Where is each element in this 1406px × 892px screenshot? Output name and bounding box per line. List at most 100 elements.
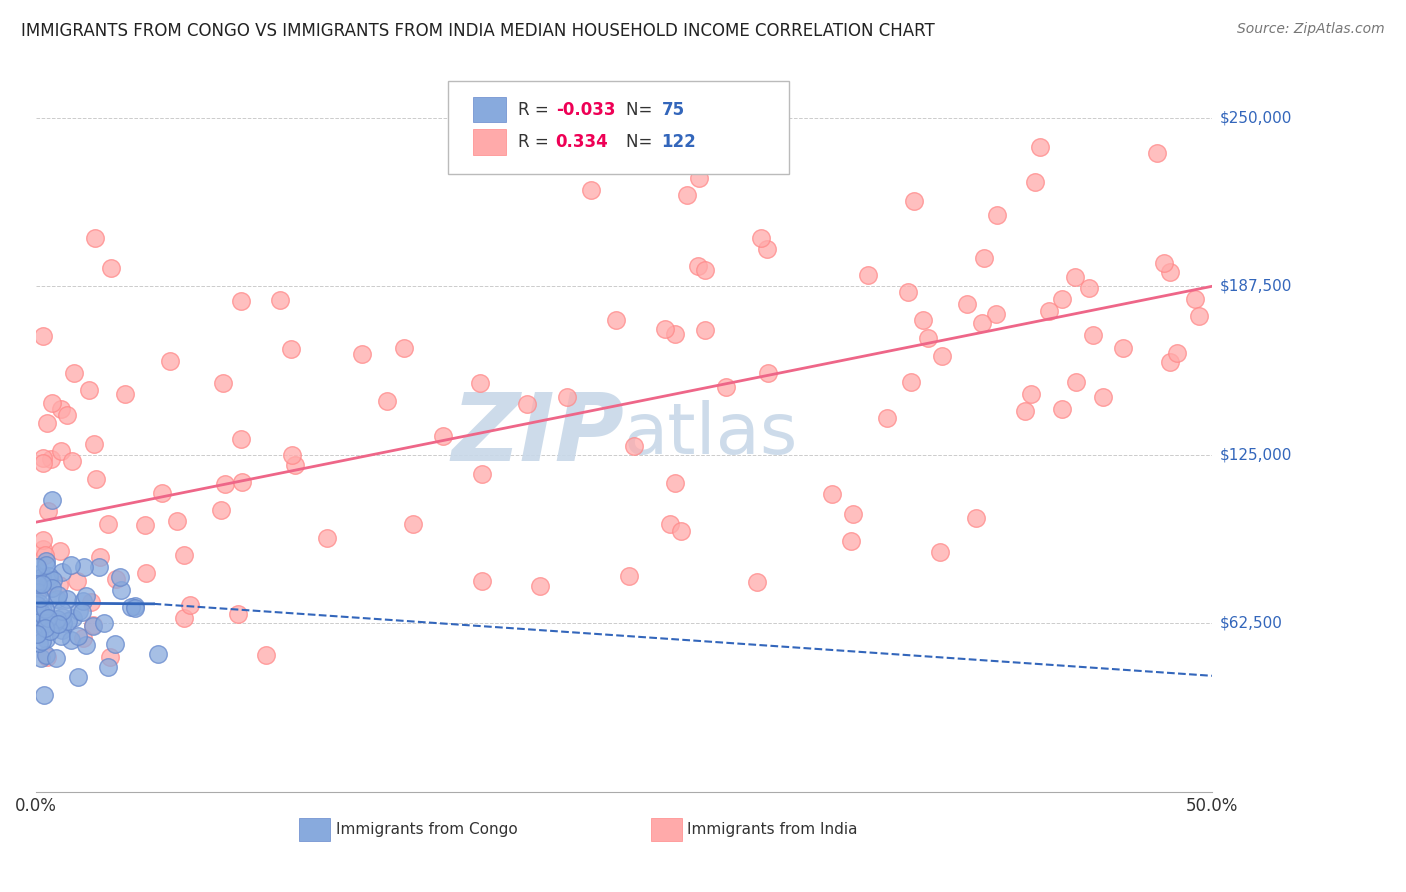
Point xyxy=(32,451,55,466)
Point xyxy=(104,572,127,586)
Point xyxy=(917,331,939,345)
Text: Immigrants from Congo: Immigrants from Congo xyxy=(336,822,517,837)
Point xyxy=(1038,303,1060,318)
Text: R =: R = xyxy=(517,133,554,151)
Point xyxy=(51,565,73,579)
Point xyxy=(32,533,55,547)
Point xyxy=(51,624,73,638)
Point xyxy=(75,639,97,653)
Point xyxy=(280,342,302,356)
Point xyxy=(973,251,995,265)
Point xyxy=(931,349,953,363)
Point xyxy=(72,631,94,645)
Point xyxy=(93,615,115,630)
Point xyxy=(55,592,77,607)
Point xyxy=(1184,293,1206,307)
Point xyxy=(51,610,73,624)
Point xyxy=(75,590,97,604)
Point xyxy=(66,629,89,643)
Point xyxy=(37,649,59,664)
Point xyxy=(32,541,55,556)
Point xyxy=(80,595,103,609)
Point xyxy=(984,307,1007,321)
Point xyxy=(821,486,844,500)
Point xyxy=(56,409,79,423)
Point xyxy=(159,354,181,368)
Point xyxy=(756,366,779,380)
Point xyxy=(30,604,52,618)
Point xyxy=(1078,281,1101,295)
Point xyxy=(228,607,250,622)
Point xyxy=(1019,387,1042,401)
Point xyxy=(124,599,146,613)
Point xyxy=(82,618,104,632)
Point xyxy=(31,619,53,633)
Point xyxy=(209,502,232,516)
Point xyxy=(59,632,82,647)
Point xyxy=(315,531,337,545)
Point xyxy=(876,410,898,425)
Point xyxy=(124,601,146,615)
Text: $187,500: $187,500 xyxy=(1220,279,1292,293)
Point xyxy=(82,618,104,632)
Point xyxy=(839,534,862,549)
Point xyxy=(96,517,118,532)
Point xyxy=(900,375,922,389)
Point xyxy=(173,611,195,625)
Point xyxy=(37,610,59,624)
Point xyxy=(688,259,710,273)
Text: $62,500: $62,500 xyxy=(1220,615,1284,631)
Point xyxy=(375,394,398,409)
Text: -0.033: -0.033 xyxy=(555,101,616,119)
Point xyxy=(173,548,195,562)
Point xyxy=(179,598,201,612)
Point xyxy=(432,429,454,443)
Point xyxy=(48,577,70,591)
Point xyxy=(34,688,56,702)
Point xyxy=(46,588,69,602)
Point xyxy=(231,475,253,489)
Point xyxy=(280,448,302,462)
Point xyxy=(903,194,925,208)
Point xyxy=(1153,256,1175,270)
Point xyxy=(858,268,880,282)
Point xyxy=(67,604,90,618)
Point xyxy=(31,570,53,584)
Point xyxy=(27,576,49,591)
Point xyxy=(470,376,492,390)
Point xyxy=(41,396,63,410)
Point xyxy=(79,383,101,397)
Point xyxy=(86,472,108,486)
Point xyxy=(72,594,94,608)
Point xyxy=(84,231,107,245)
Point xyxy=(45,651,67,665)
Point xyxy=(28,610,51,624)
Point xyxy=(27,577,49,591)
Point xyxy=(32,456,55,470)
Point xyxy=(1052,402,1074,417)
Point xyxy=(30,615,52,630)
Point xyxy=(100,261,122,276)
Point xyxy=(842,507,865,521)
Point xyxy=(27,636,49,650)
Point xyxy=(254,648,277,663)
Point xyxy=(30,650,52,665)
Bar xyxy=(474,128,506,154)
Text: Source: ZipAtlas.com: Source: ZipAtlas.com xyxy=(1237,22,1385,37)
Point xyxy=(471,574,494,589)
Point xyxy=(34,602,56,616)
Point xyxy=(27,607,49,622)
Point xyxy=(89,560,111,574)
Point xyxy=(669,524,692,538)
Point xyxy=(31,577,53,591)
Point xyxy=(664,326,686,341)
Point xyxy=(148,647,170,661)
Point xyxy=(745,574,768,589)
Point xyxy=(89,550,111,565)
Point xyxy=(45,612,67,626)
Point xyxy=(676,188,699,202)
Text: R =: R = xyxy=(517,101,554,119)
Point xyxy=(688,171,710,186)
Point xyxy=(34,648,56,662)
Point xyxy=(617,569,640,583)
